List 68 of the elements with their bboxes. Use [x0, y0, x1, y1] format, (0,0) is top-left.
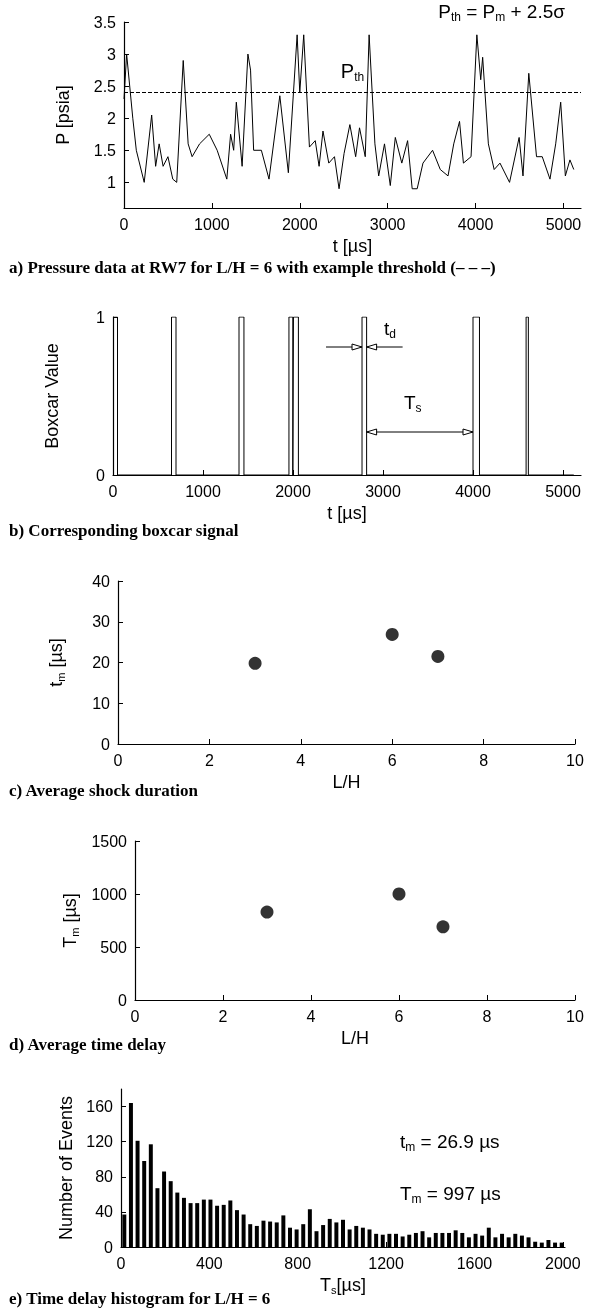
y-tick-label: 1000	[91, 885, 128, 903]
x-tick-label: 3000	[369, 215, 406, 233]
text: e) Time delay histogram for L/H = 6	[9, 1289, 271, 1308]
x-axis-title: L/H	[332, 771, 361, 792]
y-tick-label: 0	[104, 1238, 114, 1256]
x-tick-label: 800	[284, 1254, 312, 1272]
y-tick-label: 40	[92, 572, 111, 590]
x-axis-title: L/H	[340, 1027, 370, 1048]
text: d) Average time delay	[9, 1035, 167, 1054]
x-tick-label: 10	[566, 751, 584, 769]
y-tick-label: 10	[92, 694, 111, 712]
x-tick-label: 2000	[544, 1254, 581, 1272]
x-tick-label: 4	[296, 751, 306, 769]
x-tick-label: 1000	[185, 482, 221, 500]
y-tick-label: 500	[100, 938, 128, 956]
x-tick-label: 2000	[281, 215, 318, 233]
x-axis-title: t [µs]	[327, 502, 367, 523]
y-tick-label: 120	[86, 1133, 114, 1151]
x-tick-label: 6	[387, 751, 397, 769]
text: b) Corresponding boxcar signal	[9, 521, 239, 540]
x-tick-label: 3000	[365, 482, 401, 500]
x-tick-label: 1600	[456, 1254, 493, 1272]
x-tick-label: 8	[482, 1007, 492, 1025]
point	[431, 649, 445, 663]
x-tick-label: 5000	[545, 215, 582, 233]
y-axis-title: Number of Events	[56, 1095, 77, 1241]
y-axis-title: tm [µs]	[45, 638, 67, 687]
y-tick-label: 3	[107, 45, 117, 63]
x-tick-label: 5000	[545, 482, 581, 500]
y-tick-label: 0	[118, 991, 128, 1009]
point	[385, 627, 399, 641]
y-tick-label: 30	[92, 613, 111, 631]
y-tick-label: 1	[107, 173, 117, 191]
y-tick-label: 1.5	[93, 141, 117, 159]
x-tick-label: 4	[306, 1007, 316, 1025]
x-tick-label: 4000	[455, 482, 491, 500]
y-axis-title: Boxcar Value	[42, 343, 62, 449]
y-tick-label: 1	[96, 308, 106, 326]
x-tick-label: 0	[130, 1007, 140, 1025]
x-tick-label: 1000	[194, 215, 230, 233]
point	[248, 656, 262, 670]
y-tick-label: 0	[96, 466, 106, 484]
x-tick-label: 2	[204, 751, 214, 769]
y-tick-label: 2	[107, 109, 117, 127]
x-tick-label: 10	[566, 1007, 584, 1025]
x-tick-label: 400	[196, 1254, 223, 1272]
y-tick-label: 20	[92, 654, 111, 671]
y-tick-label: 40	[95, 1203, 114, 1221]
x-axis-title: t [µs]	[332, 235, 373, 256]
y-axis-title: P [psia]	[53, 85, 73, 145]
y-tick-label: 80	[95, 1168, 114, 1186]
x-tick-label: 1200	[368, 1254, 404, 1272]
y-tick-label: 0	[101, 735, 111, 753]
x-tick-label: 8	[479, 751, 489, 769]
y-tick-label: 160	[86, 1098, 114, 1116]
x-tick-label: 2	[218, 1007, 228, 1025]
point	[436, 920, 450, 934]
y-tick-label: 1500	[91, 832, 128, 850]
y-tick-label: 3.5	[93, 13, 117, 31]
y-tick-label: 2.5	[93, 77, 117, 95]
x-tick-label: 6	[394, 1007, 404, 1025]
x-tick-label: 4000	[457, 215, 494, 233]
point	[260, 905, 274, 919]
y-axis-title: Tm [µs]	[60, 893, 82, 948]
x-tick-label: 2000	[275, 482, 311, 500]
point	[392, 887, 406, 901]
text: c) Average shock duration	[9, 781, 199, 800]
text: a) Pressure data at RW7 for L/H = 6 with example threshold (– – –)	[9, 258, 496, 277]
